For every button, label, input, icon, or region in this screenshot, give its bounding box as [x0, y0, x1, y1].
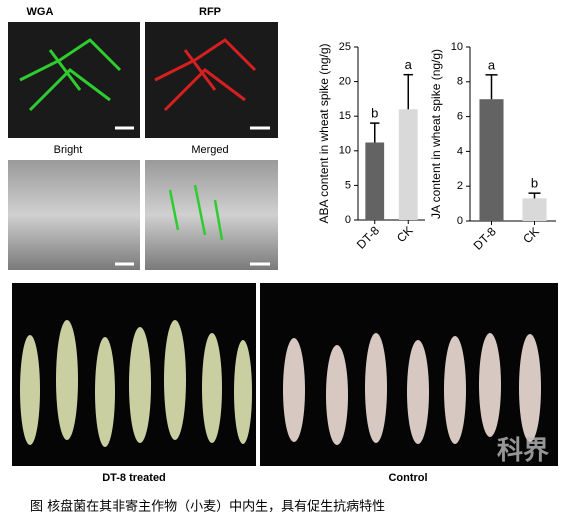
panel-label: Bright	[54, 144, 83, 156]
wga-signal	[19, 38, 122, 112]
significance-letter: b	[531, 176, 538, 191]
y-tick-label: 0	[457, 215, 463, 227]
y-tick-label: 2	[457, 180, 463, 192]
y-axis-label: ABA content in wheat spike (ng/g)	[317, 43, 331, 223]
photo-label: Control	[388, 472, 427, 484]
merged-signal	[168, 184, 224, 241]
control-spikes	[283, 333, 541, 445]
significance-letter: a	[488, 57, 496, 72]
bar	[479, 99, 504, 221]
x-tick-label: DT-8	[471, 224, 500, 253]
y-tick-label: 6	[457, 111, 463, 123]
photos: 科界 DT-8 treated Control	[12, 283, 558, 484]
significance-letter: b	[371, 106, 378, 121]
y-axis-label: JA content in wheat spike (ng/g)	[429, 49, 443, 219]
caption: 图 核盘菌在其非寄主作物（小麦）中内生，具有促生抗病特性	[30, 499, 385, 515]
y-tick-label: 5	[345, 179, 351, 191]
micro-panels: WGA RFP Bright Merged	[8, 6, 278, 270]
panel-label: Merged	[191, 144, 228, 156]
y-tick-label: 25	[339, 41, 351, 53]
merged-image	[145, 160, 278, 270]
rfp-signal	[154, 38, 257, 112]
rfp-image	[145, 22, 278, 138]
significance-letter: a	[405, 57, 413, 72]
y-tick-label: 4	[457, 145, 463, 157]
bar	[398, 109, 418, 220]
panel-label: WGA	[27, 6, 54, 18]
x-tick-label: CK	[520, 224, 542, 246]
x-tick-label: DT-8	[354, 223, 383, 252]
y-tick-label: 0	[345, 214, 351, 226]
wheat-spikes	[20, 320, 252, 447]
watermark: 科界	[497, 435, 549, 465]
x-tick-label: CK	[394, 223, 416, 245]
bar	[365, 142, 385, 220]
y-tick-label: 15	[339, 110, 351, 122]
y-tick-label: 20	[339, 76, 351, 88]
y-tick-label: 10	[451, 41, 463, 53]
scale-bars	[115, 126, 270, 266]
y-tick-label: 10	[339, 145, 351, 157]
panel-label: RFP	[199, 6, 221, 18]
bar	[522, 198, 547, 221]
y-tick-label: 8	[457, 76, 463, 88]
photo-label: DT-8 treated	[102, 472, 166, 484]
bright-image	[8, 160, 140, 270]
